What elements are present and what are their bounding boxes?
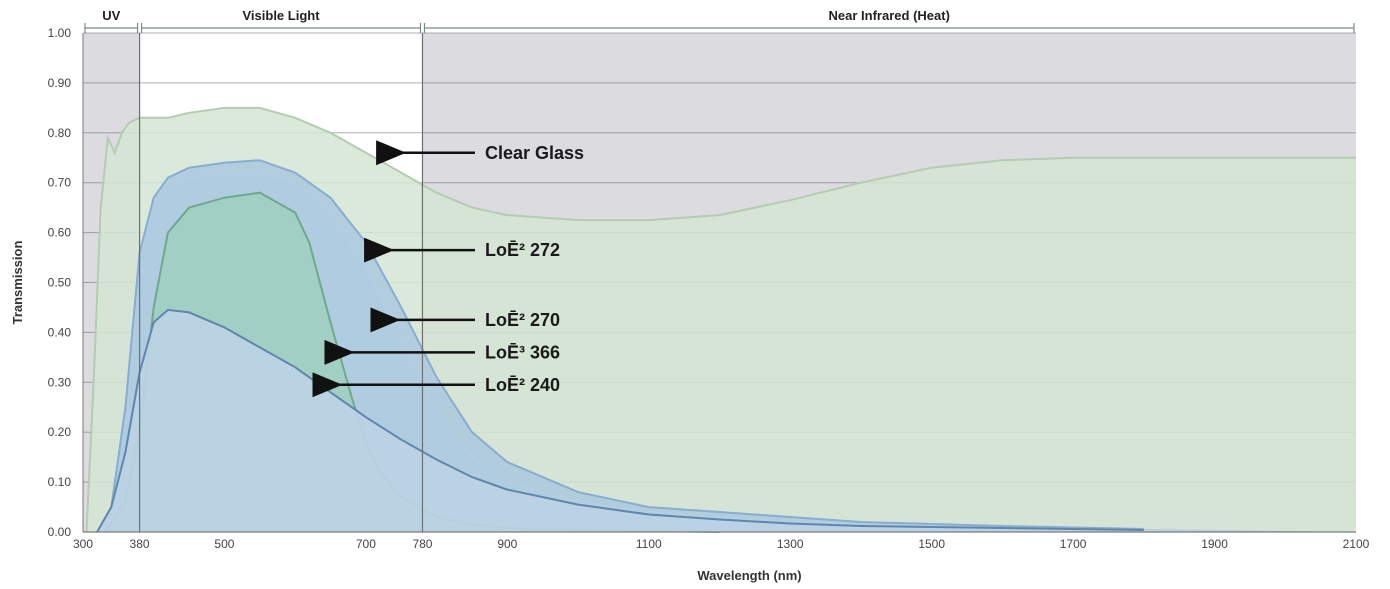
region-label-2: Near Infrared (Heat) [829, 8, 950, 23]
callout-label-3: LoĒ³ 366 [485, 342, 560, 362]
callout-label-0: Clear Glass [485, 143, 584, 163]
callout-label-4: LoĒ² 240 [485, 375, 560, 395]
x-tick-label: 700 [356, 537, 376, 551]
y-tick-label: 0.70 [48, 176, 72, 190]
x-tick-label: 2100 [1343, 537, 1370, 551]
y-axis-title: Transmission [10, 241, 25, 325]
series-area-2 [97, 160, 1357, 532]
region-label-0: UV [102, 8, 120, 23]
series-line-4 [96, 308, 1144, 533]
x-tick-label: 900 [497, 537, 517, 551]
callout-label-1: LoĒ² 272 [485, 240, 560, 260]
x-tick-label: 300 [73, 537, 93, 551]
y-tick-label: 0.40 [48, 325, 72, 339]
y-tick-label: 0.60 [48, 226, 72, 240]
y-tick-label: 1.00 [48, 26, 72, 40]
region-label-1: Visible Light [242, 8, 320, 23]
x-tick-label: 1700 [1060, 537, 1087, 551]
series-line-0 [85, 106, 1356, 533]
series-area-4 [97, 309, 1357, 532]
region-label-bg [807, 5, 972, 23]
x-tick-label: 780 [412, 537, 432, 551]
x-tick-label: 1900 [1201, 537, 1228, 551]
x-tick-label: 380 [130, 537, 150, 551]
x-tick-label: 1100 [636, 537, 662, 551]
y-tick-label: 0.10 [48, 475, 72, 489]
y-tick-label: 0.20 [48, 425, 72, 439]
x-tick-label: 1500 [918, 537, 945, 551]
x-tick-label: 1300 [777, 537, 804, 551]
x-axis-title: Wavelength (nm) [697, 568, 801, 583]
y-tick-label: 0.90 [48, 76, 72, 90]
y-tick-label: 0.30 [48, 375, 72, 389]
x-tick-label: 500 [214, 537, 234, 551]
region-label-bg [227, 5, 335, 23]
y-tick-label: 0.00 [48, 525, 72, 539]
callout-label-2: LoĒ² 270 [485, 310, 560, 330]
y-tick-label: 0.80 [48, 126, 72, 140]
y-tick-label: 0.50 [48, 276, 72, 290]
region-label-bg [99, 5, 124, 23]
